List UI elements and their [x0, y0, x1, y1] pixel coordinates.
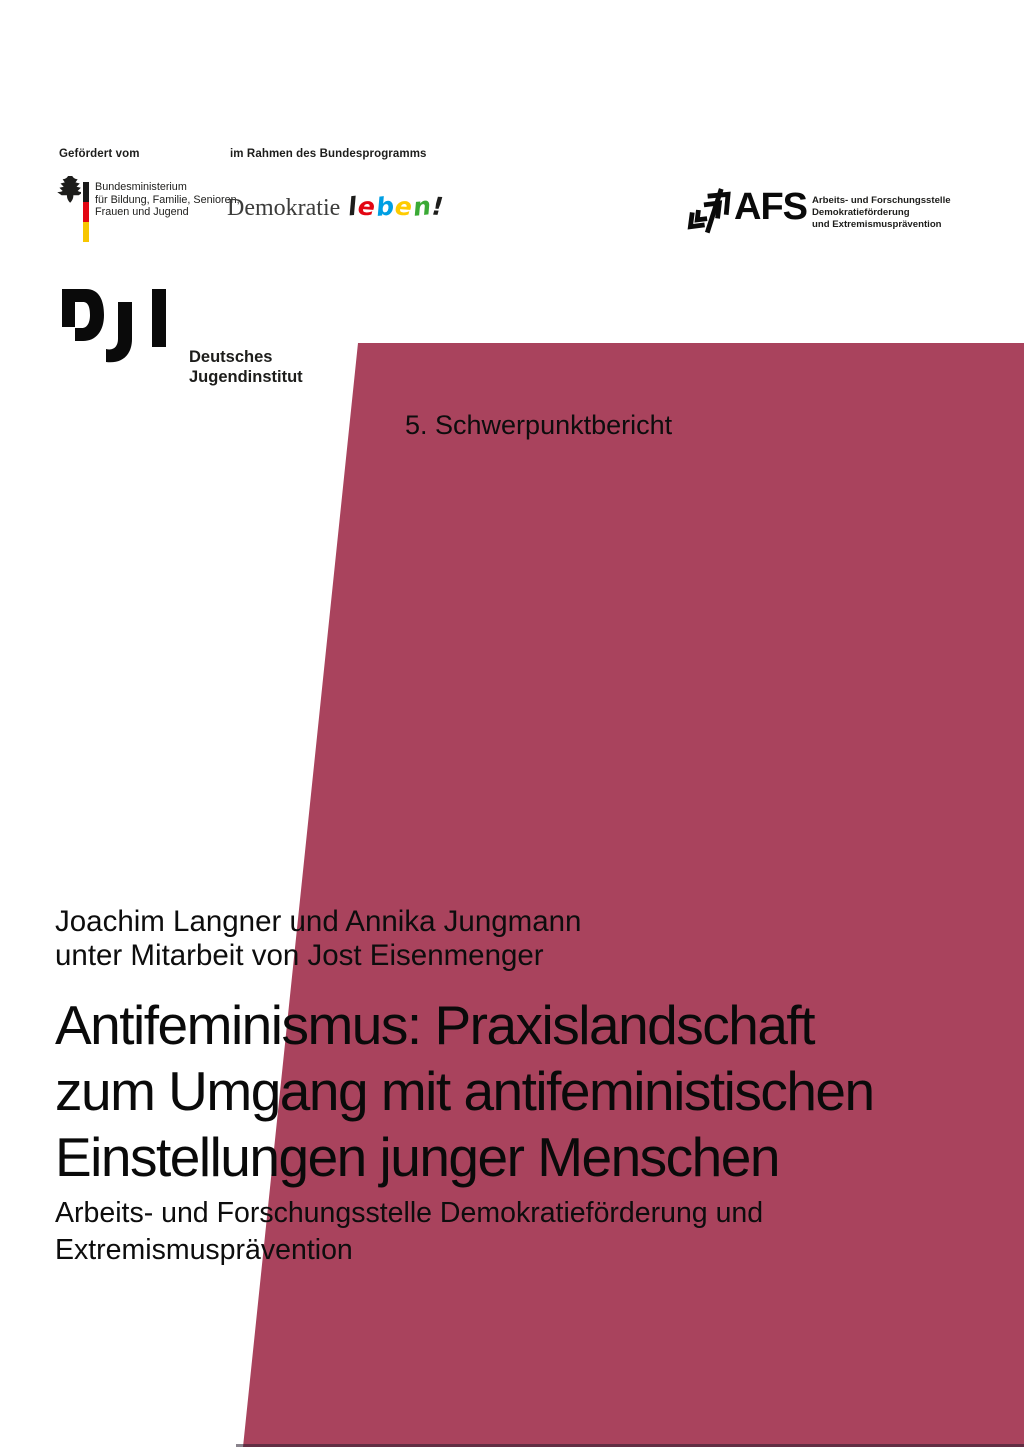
- dji-name-line: Jugendinstitut: [189, 367, 303, 386]
- dji-logo-icon: [62, 289, 166, 363]
- script-letter: n: [411, 191, 433, 222]
- title-line: zum Umgang mit antifeministischen: [55, 1060, 875, 1122]
- afs-name-line: und Extremismusprävention: [812, 218, 942, 230]
- dji-name: Deutsches Jugendinstitut: [189, 348, 303, 387]
- report-number-label: 5. Schwerpunktbericht: [405, 410, 673, 440]
- report-subtitle: Arbeits- und Forschungsstelle Demokratie…: [55, 1195, 763, 1269]
- page-bottom-edge: [236, 1444, 1024, 1447]
- stripe-red: [83, 202, 89, 222]
- afs-name-line: Demokratieförderung: [812, 206, 910, 218]
- script-letter: e: [356, 191, 377, 222]
- subtitle-line: Extremismusprävention: [55, 1234, 353, 1266]
- authors-line-1: Joachim Langner und Annika Jungmann: [55, 905, 582, 938]
- report-title: Antifeminismus: Praxislandschaft zum Umg…: [55, 992, 875, 1190]
- authors-block: Joachim Langner und Annika Jungmann unte…: [55, 905, 581, 973]
- funded-by-label: Gefördert vom: [59, 148, 140, 160]
- leben-script-wordmark: leben!: [347, 191, 445, 222]
- dji-name-line: Deutsches: [189, 348, 273, 366]
- ministry-name: Bundesministerium für Bildung, Familie, …: [95, 181, 240, 219]
- afs-name: Arbeits- und Forschungsstelle Demokratie…: [812, 195, 951, 230]
- accent-diagonal-shape: [243, 343, 1024, 1447]
- afs-acronym: AFS: [734, 186, 808, 228]
- ministry-name-line: für Bildung, Familie, Senioren,: [95, 193, 240, 206]
- authors-line-2: unter Mitarbeit von Jost Eisenmenger: [55, 939, 544, 972]
- german-flag-stripe-icon: [83, 182, 89, 242]
- stripe-gold: [83, 222, 89, 242]
- title-line: Antifeminismus: Praxislandschaft: [55, 994, 815, 1056]
- ministry-name-line: Bundesministerium: [95, 181, 187, 193]
- afs-chevrons-icon: [687, 188, 731, 234]
- demokratie-wordmark: Demokratie: [227, 195, 341, 221]
- subtitle-line: Arbeits- und Forschungsstelle Demokratie…: [55, 1197, 764, 1229]
- title-line: Einstellungen junger Menschen: [55, 1126, 780, 1188]
- program-context-label: im Rahmen des Bundesprogramms: [230, 148, 427, 160]
- ministry-name-line: Frauen und Jugend: [95, 206, 189, 219]
- afs-name-line: Arbeits- und Forschungsstelle: [812, 195, 951, 206]
- federal-eagle-icon: [57, 176, 81, 203]
- stripe-black: [83, 182, 89, 202]
- script-letter: b: [374, 191, 397, 222]
- demokratie-leben-logo: Demokratie leben!: [227, 191, 445, 222]
- script-letter: !: [430, 191, 445, 222]
- script-letter: e: [393, 191, 414, 222]
